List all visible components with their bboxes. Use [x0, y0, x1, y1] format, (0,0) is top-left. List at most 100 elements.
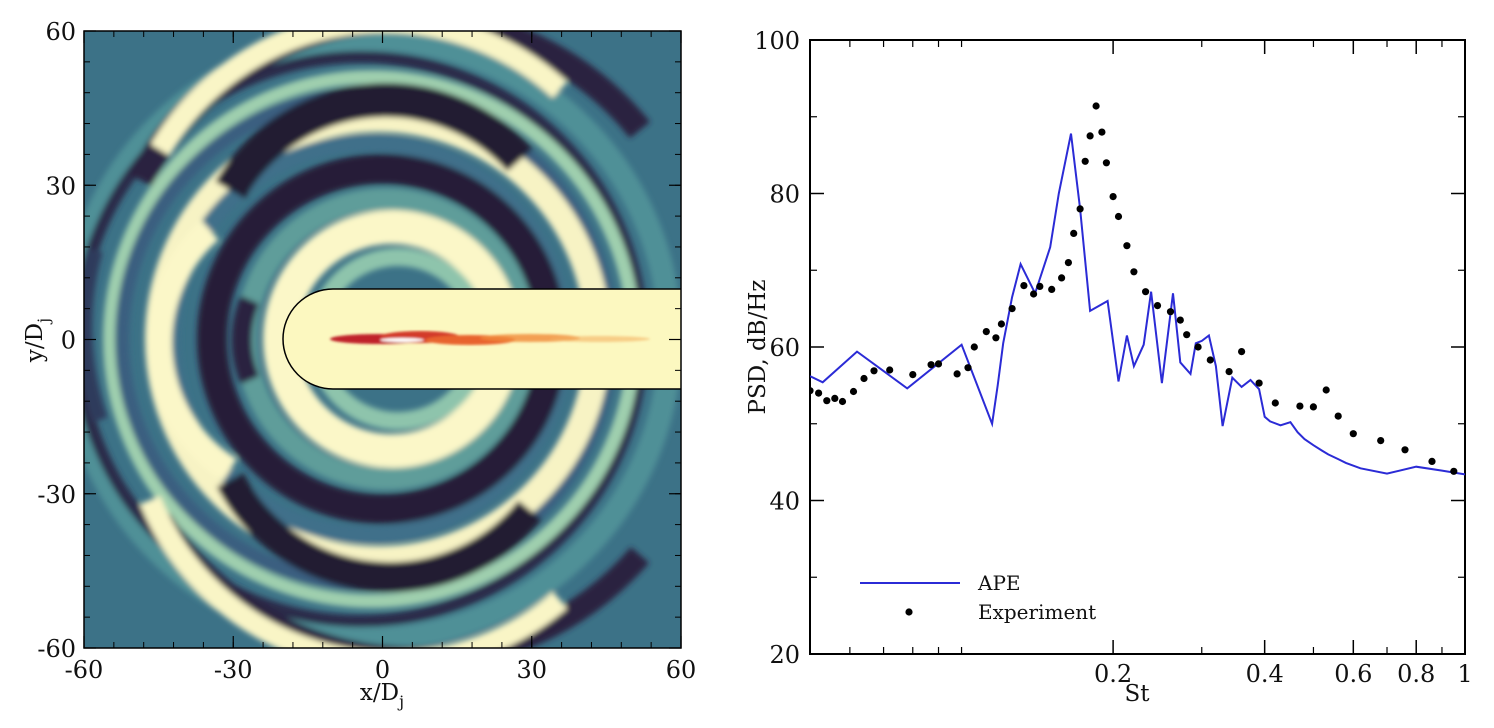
- ape-series-line: [810, 133, 1465, 476]
- experiment-point: [1076, 205, 1084, 213]
- experiment-point: [1377, 437, 1385, 445]
- field-x-tick-label: 60: [666, 656, 697, 684]
- experiment-point: [886, 366, 894, 374]
- psd-y-tick-label: 100: [754, 27, 800, 55]
- field-x-ticks: -60 -30 0 30 60: [65, 31, 697, 684]
- experiment-point: [1428, 457, 1436, 465]
- experiment-point: [934, 360, 943, 368]
- psd-y-ticks: 20 40 60 80 100: [754, 27, 1465, 669]
- experiment-point: [1036, 282, 1044, 290]
- experiment-series-markers: [810, 102, 1458, 475]
- experiment-point: [1109, 193, 1117, 201]
- experiment-point: [1401, 446, 1409, 454]
- field-y-axis-label-main: y/D: [22, 323, 48, 363]
- experiment-point: [1255, 379, 1263, 387]
- psd-y-tick-label: 60: [769, 334, 800, 362]
- psd-legend: APE Experiment: [860, 571, 1096, 624]
- experiment-point: [927, 361, 935, 369]
- experiment-point: [1092, 102, 1100, 110]
- experiment-point: [1322, 386, 1330, 394]
- experiment-point: [1008, 305, 1016, 313]
- psd-x-ticks: 0.2 0.4 0.6 0.8 1: [849, 40, 1473, 688]
- wavefront-arc: [146, 220, 237, 482]
- experiment-point: [1102, 159, 1110, 167]
- experiment-point: [909, 371, 917, 379]
- field-x-axis-label-main: x/D: [360, 680, 399, 706]
- field-x-tick-label: -30: [214, 656, 253, 684]
- experiment-point: [1081, 157, 1089, 165]
- experiment-point: [1206, 356, 1214, 364]
- experiment-point: [1123, 242, 1131, 250]
- experiment-point: [1450, 467, 1458, 475]
- experiment-point: [860, 374, 868, 383]
- experiment-point: [838, 397, 847, 406]
- psd-y-axis-label: PSD, dB/Hz: [745, 279, 771, 414]
- experiment-point: [831, 394, 839, 402]
- experiment-point: [970, 343, 978, 351]
- experiment-point: [1349, 430, 1357, 438]
- psd-x-tick-label: 0.8: [1397, 660, 1435, 688]
- psd-plot-area: [810, 102, 1465, 476]
- field-x-tick-label: 30: [516, 656, 547, 684]
- legend-ape-label: APE: [977, 571, 1021, 595]
- field-x-axis-label-sub: j: [397, 692, 404, 711]
- experiment-point: [964, 364, 972, 372]
- field-y-ticks: -60 -30 0 30 60: [37, 18, 681, 663]
- wavefront-arc: [216, 472, 542, 593]
- experiment-point: [1030, 290, 1038, 298]
- experiment-point: [1238, 348, 1246, 356]
- field-y-tick-label: 0: [61, 327, 76, 355]
- experiment-point: [1183, 331, 1191, 339]
- jet-core: [550, 336, 650, 342]
- psd-x-axis-label: St: [1125, 681, 1151, 707]
- experiment-point: [1098, 128, 1106, 136]
- field-x-tick-label: 0: [375, 656, 390, 684]
- experiment-point: [1194, 343, 1202, 351]
- experiment-point: [1048, 285, 1056, 293]
- experiment-point: [953, 370, 961, 378]
- jet-turbulence: [330, 331, 650, 345]
- experiment-point: [1296, 402, 1304, 410]
- field-x-axis-label: x/Dj: [360, 680, 404, 711]
- wavefront-arc: [139, 495, 568, 648]
- psd-chart-panel: 20 40 60 80 100 0.2 0.4 0.6 0.8 1 APE Experiment…: [745, 27, 1473, 707]
- experiment-point: [1334, 412, 1342, 420]
- experiment-point: [992, 334, 1000, 342]
- experiment-point: [1271, 399, 1279, 407]
- field-y-tick-label: -30: [37, 481, 76, 509]
- experiment-point: [1058, 274, 1066, 282]
- psd-y-tick-label: 80: [769, 181, 800, 209]
- experiment-point: [810, 387, 814, 395]
- experiment-point: [870, 367, 878, 375]
- field-y-tick-label: 30: [45, 172, 76, 200]
- field-y-axis-label-sub: j: [34, 318, 53, 325]
- wavefront-arc: [231, 296, 260, 384]
- psd-x-tick-label: 0.2: [1094, 660, 1132, 688]
- experiment-point: [1020, 282, 1028, 290]
- field-y-tick-label: -60: [37, 635, 76, 663]
- experiment-point: [1130, 268, 1138, 276]
- experiment-point: [982, 328, 990, 336]
- experiment-point: [1309, 403, 1317, 411]
- field-y-axis-label: y/Dj: [22, 318, 53, 363]
- psd-x-tick-label: 0.6: [1334, 660, 1372, 688]
- experiment-point: [823, 397, 831, 405]
- experiment-point: [1070, 229, 1078, 237]
- experiment-point: [1114, 212, 1123, 221]
- psd-x-tick-label: 1: [1457, 660, 1472, 688]
- psd-frame: [809, 39, 1466, 655]
- experiment-point: [1166, 308, 1175, 316]
- experiment-point: [1176, 316, 1184, 324]
- jet-potential-core: [380, 338, 424, 342]
- wavefront-arc: [150, 31, 568, 156]
- experiment-point: [849, 387, 858, 396]
- experiment-point: [815, 389, 823, 397]
- experiment-point: [1142, 288, 1150, 296]
- legend-experiment-marker: [905, 608, 913, 616]
- experiment-point: [1153, 302, 1162, 310]
- psd-y-tick-label: 40: [769, 488, 800, 516]
- field-x-tick-label: -60: [65, 656, 104, 684]
- experiment-point: [1086, 132, 1094, 140]
